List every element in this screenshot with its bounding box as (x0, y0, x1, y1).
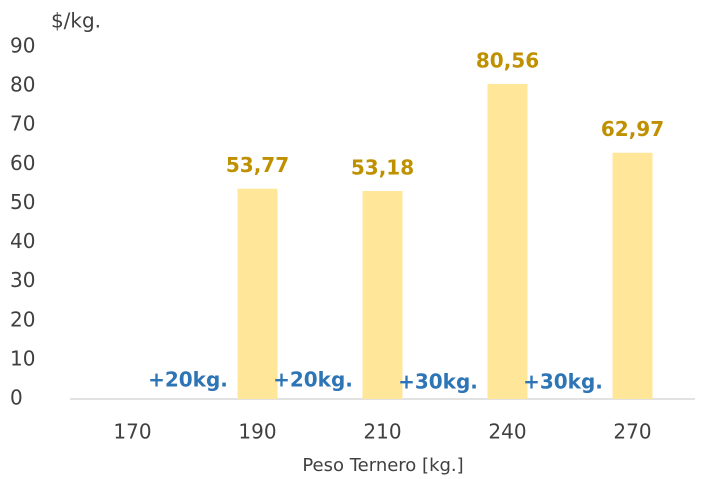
x-tick-label: 190 (238, 420, 276, 444)
data-label: 53,18 (351, 156, 414, 180)
x-axis-label: Peso Ternero [kg.] (302, 455, 463, 476)
y-tick-label: 30 (10, 268, 35, 292)
annotation: +30kg. (523, 370, 603, 394)
y-tick-label: 0 (10, 386, 23, 410)
y-tick-label: 90 (10, 34, 35, 58)
y-axis-label: $/kg. (51, 9, 101, 33)
y-tick-label: 20 (10, 307, 35, 331)
bar (487, 83, 528, 399)
y-tick-label: 80 (10, 73, 35, 97)
annotation: +20kg. (273, 368, 353, 392)
bar (362, 191, 403, 399)
x-tick-label: 240 (488, 420, 526, 444)
bar (237, 188, 278, 399)
annotation: +30kg. (398, 370, 478, 394)
data-label: 53,77 (226, 153, 289, 177)
data-label: 62,97 (601, 117, 664, 141)
y-tick-label: 60 (10, 151, 35, 175)
y-tick-label: 10 (10, 346, 35, 370)
x-tick-label: 210 (363, 420, 401, 444)
data-label: 80,56 (476, 48, 539, 72)
bar (612, 152, 653, 399)
y-tick-label: 40 (10, 229, 35, 253)
annotation: +20kg. (148, 368, 228, 392)
y-tick-label: 70 (10, 112, 35, 136)
x-tick-label: 270 (613, 420, 651, 444)
x-tick-label: 170 (113, 420, 151, 444)
y-tick-label: 50 (10, 190, 35, 214)
